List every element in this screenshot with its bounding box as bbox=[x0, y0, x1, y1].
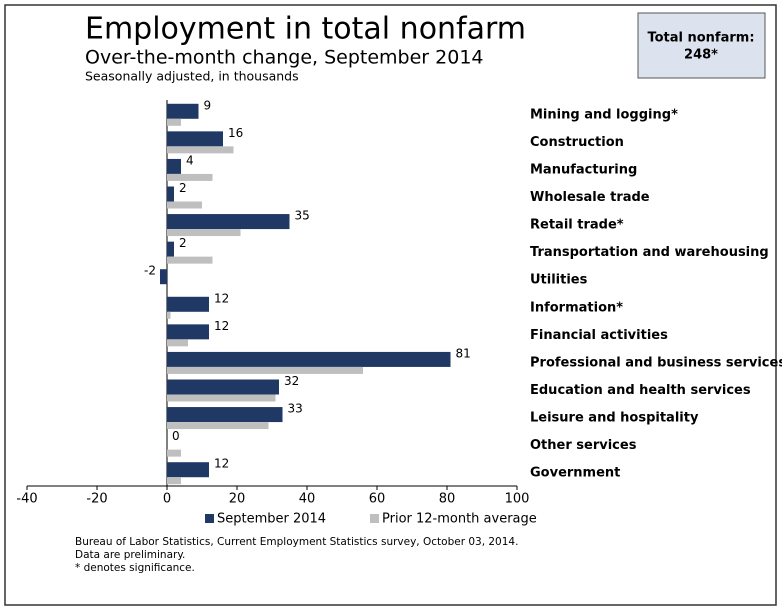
bar bbox=[167, 256, 213, 264]
bar bbox=[167, 311, 171, 319]
value-label: 9 bbox=[204, 98, 212, 112]
bar bbox=[167, 351, 451, 367]
category-label: Manufacturing bbox=[530, 162, 637, 177]
category-label: Construction bbox=[530, 135, 624, 150]
value-label: 12 bbox=[214, 457, 229, 471]
bar bbox=[167, 449, 181, 457]
category-label: Professional and business services* bbox=[530, 355, 782, 370]
legend-swatch bbox=[205, 514, 214, 523]
bar bbox=[167, 379, 279, 395]
bar bbox=[167, 229, 241, 237]
category-label: Leisure and hospitality bbox=[530, 411, 699, 426]
source-note: * denotes significance. bbox=[75, 562, 195, 574]
value-label: 33 bbox=[288, 402, 303, 416]
bar bbox=[167, 118, 181, 126]
bar bbox=[167, 173, 213, 181]
legend-swatch bbox=[370, 514, 379, 523]
value-label: 4 bbox=[186, 153, 194, 167]
bar bbox=[167, 324, 209, 340]
category-label: Government bbox=[530, 466, 620, 481]
category-label: Transportation and warehousing bbox=[530, 245, 769, 260]
category-label: Other services bbox=[530, 438, 637, 453]
bar bbox=[167, 366, 363, 374]
bar bbox=[167, 339, 188, 347]
chart-title: Employment in total nonfarm bbox=[85, 12, 526, 47]
category-label: Financial activities bbox=[530, 328, 668, 343]
value-label: 32 bbox=[284, 374, 299, 388]
x-tick-label: 20 bbox=[229, 492, 246, 507]
legend-label: September 2014 bbox=[217, 512, 326, 527]
units-note: Seasonally adjusted, in thousands bbox=[85, 69, 299, 84]
bar bbox=[167, 407, 283, 423]
callout-label: Total nonfarm: bbox=[647, 31, 754, 46]
bar bbox=[167, 422, 269, 430]
legend-label: Prior 12-month average bbox=[382, 512, 537, 527]
bar bbox=[167, 146, 234, 154]
category-label: Wholesale trade bbox=[530, 190, 650, 205]
value-label: 12 bbox=[214, 291, 229, 305]
source-note: Data are preliminary. bbox=[75, 549, 185, 561]
bar bbox=[167, 131, 223, 147]
source-note: Bureau of Labor Statistics, Current Empl… bbox=[75, 536, 518, 548]
value-label: -2 bbox=[144, 264, 156, 278]
bar bbox=[167, 241, 174, 257]
category-label: Retail trade* bbox=[530, 218, 624, 233]
bar bbox=[167, 477, 181, 485]
value-label: 12 bbox=[214, 319, 229, 333]
category-label: Utilities bbox=[530, 273, 588, 288]
x-tick-label: 80 bbox=[439, 492, 456, 507]
bar bbox=[167, 394, 276, 402]
bar bbox=[167, 201, 202, 209]
bar bbox=[167, 158, 181, 174]
value-label: 2 bbox=[179, 236, 187, 250]
x-tick-label: 100 bbox=[505, 492, 530, 507]
bar bbox=[167, 186, 174, 202]
callout-box bbox=[637, 12, 766, 79]
bar bbox=[167, 296, 209, 312]
x-tick-label: 0 bbox=[163, 492, 171, 507]
x-tick-label: -40 bbox=[16, 492, 37, 507]
callout-value: 248* bbox=[684, 48, 718, 63]
value-label: 2 bbox=[179, 181, 187, 195]
bar bbox=[167, 462, 209, 478]
category-label: Education and health services bbox=[530, 383, 751, 398]
bar bbox=[167, 103, 199, 119]
x-tick-label: 60 bbox=[369, 492, 386, 507]
value-label: 16 bbox=[228, 126, 243, 140]
frame bbox=[4, 4, 777, 606]
chart-subtitle: Over-the-month change, September 2014 bbox=[85, 47, 484, 69]
value-label: 81 bbox=[456, 346, 471, 360]
bar bbox=[167, 214, 290, 230]
x-tick-label: 40 bbox=[299, 492, 316, 507]
x-tick-label: -20 bbox=[86, 492, 107, 507]
category-label: Mining and logging* bbox=[530, 107, 678, 122]
value-label: 0 bbox=[172, 429, 180, 443]
category-label: Information* bbox=[530, 300, 623, 315]
bar bbox=[160, 269, 167, 285]
value-label: 35 bbox=[295, 209, 310, 223]
